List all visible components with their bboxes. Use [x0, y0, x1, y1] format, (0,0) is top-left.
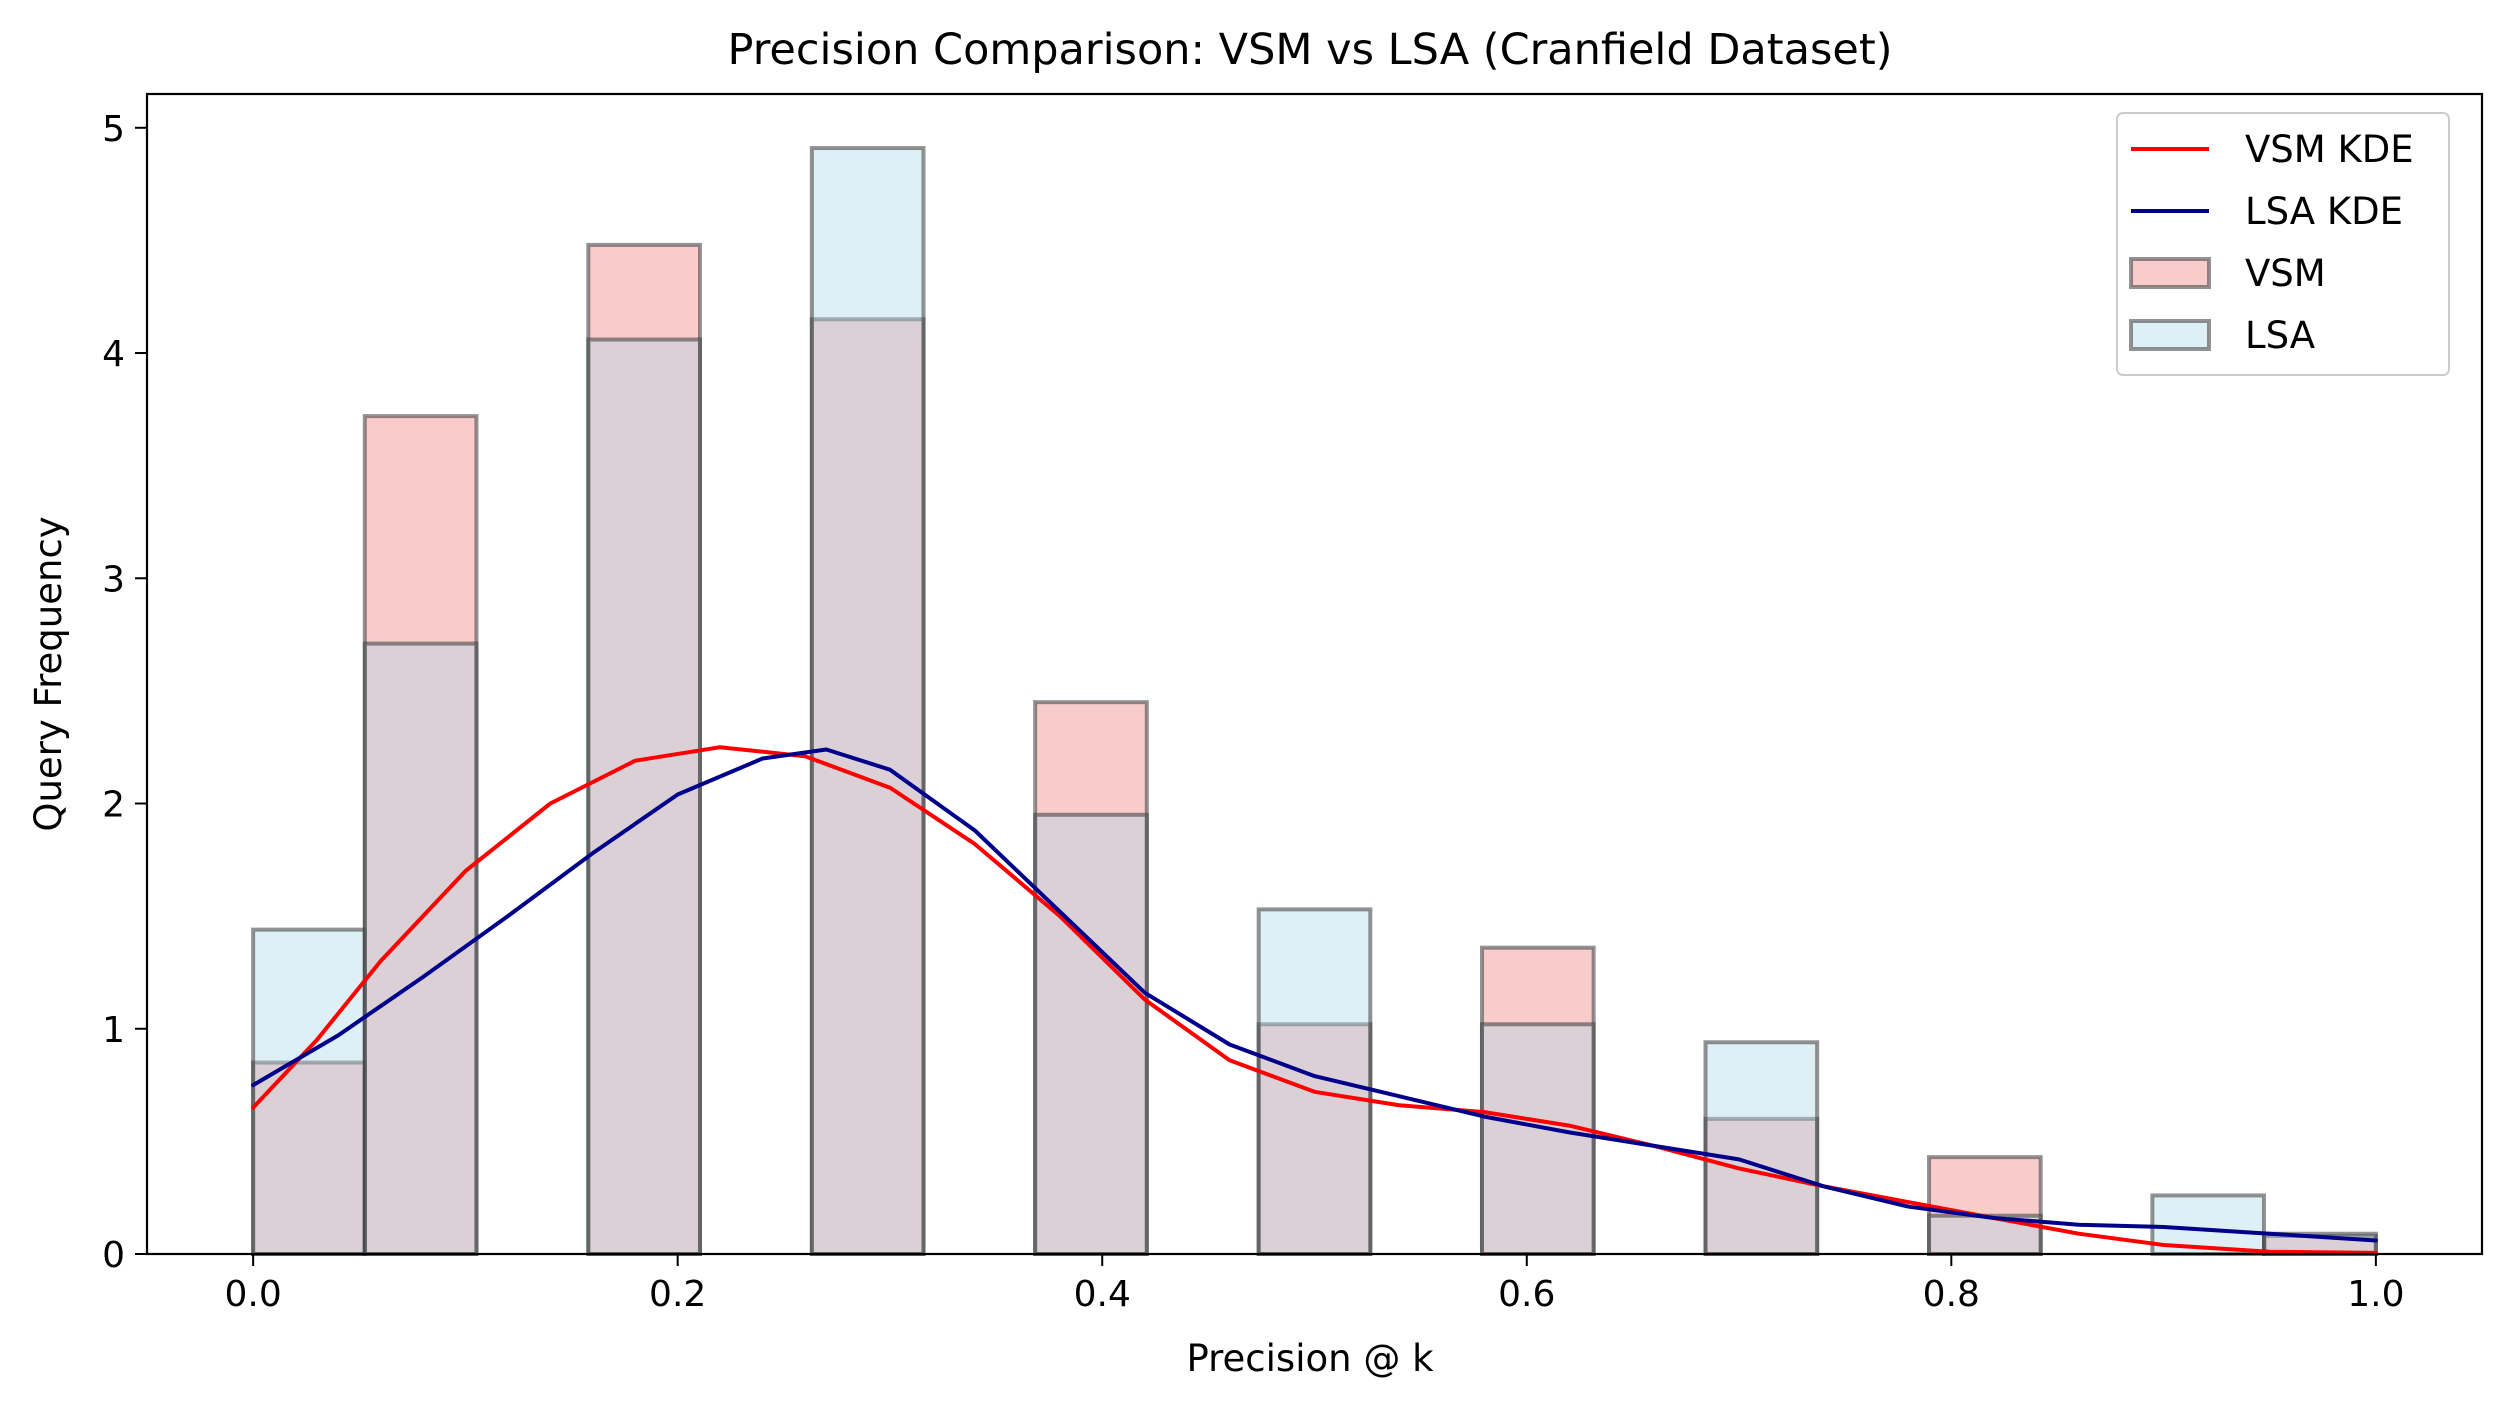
lsa-bar [1479, 1022, 1596, 1257]
axes-frame [145, 92, 2484, 1256]
lsa-bar [1033, 812, 1149, 1256]
lsa-bar [251, 927, 367, 1257]
vsm-bars [251, 242, 2378, 1257]
x-tick-label: 0.4 [1074, 1274, 1131, 1315]
lsa-bar [809, 146, 926, 1257]
legend-lsa-kde-label: LSA KDE [2245, 190, 2403, 233]
legend-lsa-swatch [2129, 319, 2211, 351]
lsa-bar [1703, 1040, 1820, 1256]
chart-title: Precision Comparison: VSM vs LSA (Cranfi… [728, 25, 1893, 75]
x-tick-label: 0.6 [1498, 1274, 1555, 1315]
y-axis-label: Query Frequency [27, 516, 70, 831]
lsa-bars [251, 146, 2378, 1257]
lsa-bar [1256, 907, 1373, 1257]
legend-vsm-swatch [2129, 257, 2211, 289]
x-tick-label: 1.0 [2347, 1274, 2404, 1315]
y-tick-label: 5 [102, 109, 125, 150]
x-tick-label: 0.0 [225, 1274, 282, 1315]
x-axis-label: Precision @ k [1186, 1337, 1434, 1380]
y-tick-label: 0 [102, 1235, 125, 1276]
x-tick-label: 0.2 [649, 1274, 706, 1315]
plot-area [251, 146, 2378, 1257]
y-tick-label: 4 [102, 334, 125, 375]
y-tick-label: 3 [102, 559, 125, 600]
lsa-bar [586, 337, 702, 1256]
legend-lsa-label: LSA [2245, 314, 2315, 357]
vsm-bar [362, 414, 479, 1256]
axes: 0.0 0.2 0.4 0.6 0.8 1.0 0 1 2 3 4 5 [102, 92, 2484, 1315]
legend-vsm-kde-label: VSM KDE [2245, 128, 2414, 171]
y-tick-label: 1 [102, 1010, 125, 1051]
legend-vsm-label: VSM [2245, 252, 2326, 295]
x-tick-label: 0.8 [1923, 1274, 1980, 1315]
legend: VSM KDE LSA KDE VSM LSA [2116, 112, 2450, 376]
legend-box [2116, 112, 2450, 376]
lsa-kde-line [251, 747, 2378, 1243]
y-tick-label: 2 [102, 785, 125, 826]
vsm-bar [586, 242, 702, 1257]
